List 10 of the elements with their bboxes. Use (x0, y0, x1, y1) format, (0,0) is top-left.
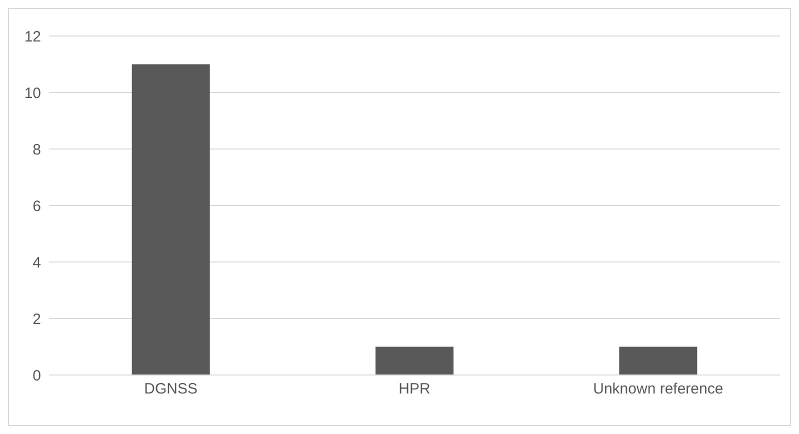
y-tick-label: 10 (24, 84, 41, 102)
x-tick-label: DGNSS (144, 380, 198, 398)
y-tick-label: 6 (32, 198, 41, 215)
y-tick-label: 8 (32, 141, 41, 158)
x-tick-label: HPR (398, 380, 430, 398)
y-tick-label: 0 (32, 367, 41, 384)
x-tick-label: Unknown reference (593, 380, 724, 398)
y-tick-label: 12 (24, 28, 41, 46)
y-tick-label: 4 (32, 254, 41, 272)
y-tick-label: 2 (32, 310, 41, 328)
